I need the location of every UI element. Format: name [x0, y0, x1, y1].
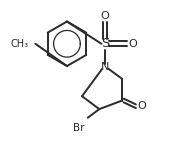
Text: Br: Br [73, 123, 84, 133]
Text: S: S [101, 37, 109, 50]
Text: O: O [101, 11, 109, 21]
Text: O: O [129, 39, 137, 49]
Text: CH₃: CH₃ [11, 39, 29, 49]
Text: O: O [137, 101, 146, 111]
Text: N: N [101, 62, 109, 72]
